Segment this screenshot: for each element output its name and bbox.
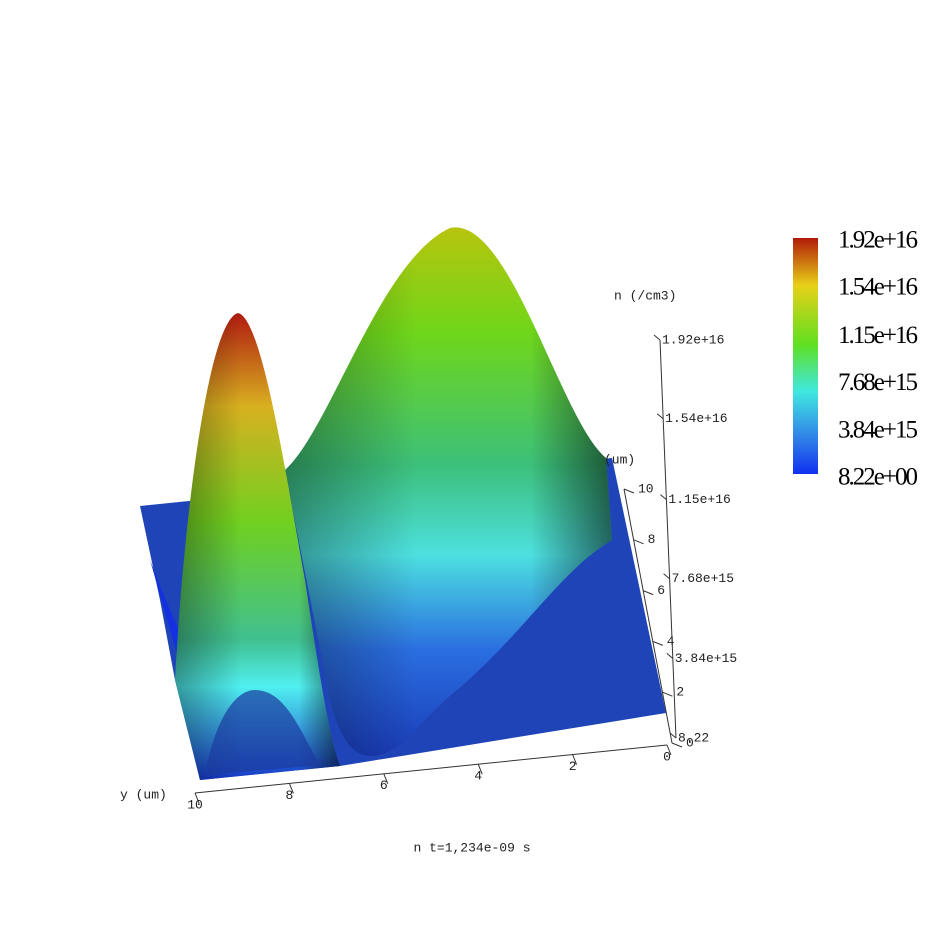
x-tick bbox=[662, 691, 673, 697]
y-tick-label: 2 bbox=[569, 759, 577, 774]
z-tick bbox=[656, 413, 664, 420]
z-tick bbox=[669, 732, 677, 739]
z-tick bbox=[653, 334, 661, 341]
z-tick bbox=[660, 494, 667, 500]
x-tick bbox=[633, 539, 644, 545]
x-tick bbox=[643, 590, 654, 596]
x-tick-label: 4 bbox=[667, 634, 675, 649]
x-axis bbox=[623, 488, 673, 744]
surface bbox=[140, 227, 666, 780]
z-axis bbox=[659, 339, 677, 739]
x-tick-label: 6 bbox=[657, 583, 665, 598]
y-tick bbox=[194, 792, 200, 804]
y-tick bbox=[572, 754, 578, 765]
y-tick-label: 0 bbox=[663, 749, 671, 764]
surface-shade bbox=[175, 313, 340, 780]
colorbar bbox=[793, 238, 818, 474]
x-tick bbox=[671, 742, 683, 748]
z-tick-label: 1.54e+16 bbox=[665, 411, 727, 426]
colorbar-label: 8.22e+00 bbox=[838, 464, 917, 491]
x-tick-label: 10 bbox=[638, 481, 654, 496]
y-tick bbox=[288, 783, 294, 794]
y-tick bbox=[477, 764, 483, 775]
z-tick bbox=[663, 573, 670, 580]
x-tick-label: 8 bbox=[648, 532, 656, 547]
colorbar-label: 1.54e+16 bbox=[838, 274, 917, 301]
colorbar-label: 3.84e+15 bbox=[838, 416, 917, 443]
x-tick bbox=[623, 488, 635, 494]
z-tick-label: 7.68e+15 bbox=[672, 571, 734, 586]
z-tick-label: 3.84e+15 bbox=[675, 651, 737, 666]
colorbar-label: 1.92e+16 bbox=[838, 227, 917, 254]
x-tick-label: 2 bbox=[676, 685, 684, 700]
x-tick-label: 0 bbox=[686, 735, 694, 750]
z-tick bbox=[666, 653, 674, 659]
x-axis-label: (um) bbox=[604, 452, 635, 467]
surface-valley bbox=[205, 690, 320, 775]
x-tick bbox=[652, 640, 663, 646]
y-tick-label: 10 bbox=[187, 797, 203, 812]
z-tick-label: 8.22 bbox=[678, 730, 709, 745]
y-tick bbox=[383, 773, 389, 784]
surface-shade bbox=[285, 227, 612, 757]
chart-title: n t=1,234e-09 s bbox=[413, 840, 530, 855]
y-tick-label: 4 bbox=[474, 769, 482, 784]
y-tick-label: 8 bbox=[285, 788, 293, 803]
y-axis-label: y (um) bbox=[120, 787, 167, 802]
z-axis-label: n (/cm3) bbox=[614, 288, 676, 303]
y-tick bbox=[666, 744, 672, 756]
y-axis bbox=[194, 744, 668, 794]
colorbar-label: 7.68e+15 bbox=[838, 369, 917, 396]
colorbar-label: 1.15e+16 bbox=[838, 322, 917, 349]
z-tick-label: 1.15e+16 bbox=[668, 492, 730, 507]
y-tick-label: 6 bbox=[380, 778, 388, 793]
z-tick-label: 1.92e+16 bbox=[662, 332, 724, 347]
